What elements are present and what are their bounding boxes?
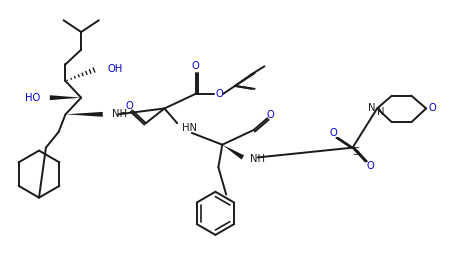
Text: O: O — [215, 89, 223, 99]
Text: O: O — [366, 161, 374, 171]
Polygon shape — [66, 112, 103, 117]
Text: O: O — [192, 61, 200, 71]
Polygon shape — [50, 95, 81, 100]
Text: N: N — [368, 103, 375, 114]
Text: HO: HO — [25, 93, 40, 103]
Text: N: N — [377, 107, 385, 117]
Text: OH: OH — [108, 64, 123, 74]
Text: NH: NH — [111, 109, 126, 119]
Text: O: O — [125, 100, 133, 110]
Text: HN: HN — [182, 123, 197, 133]
Polygon shape — [222, 145, 244, 159]
Text: O: O — [266, 110, 274, 120]
Text: NH: NH — [250, 155, 265, 164]
Text: S: S — [352, 147, 359, 157]
Text: O: O — [329, 128, 337, 138]
Text: O: O — [428, 103, 436, 114]
